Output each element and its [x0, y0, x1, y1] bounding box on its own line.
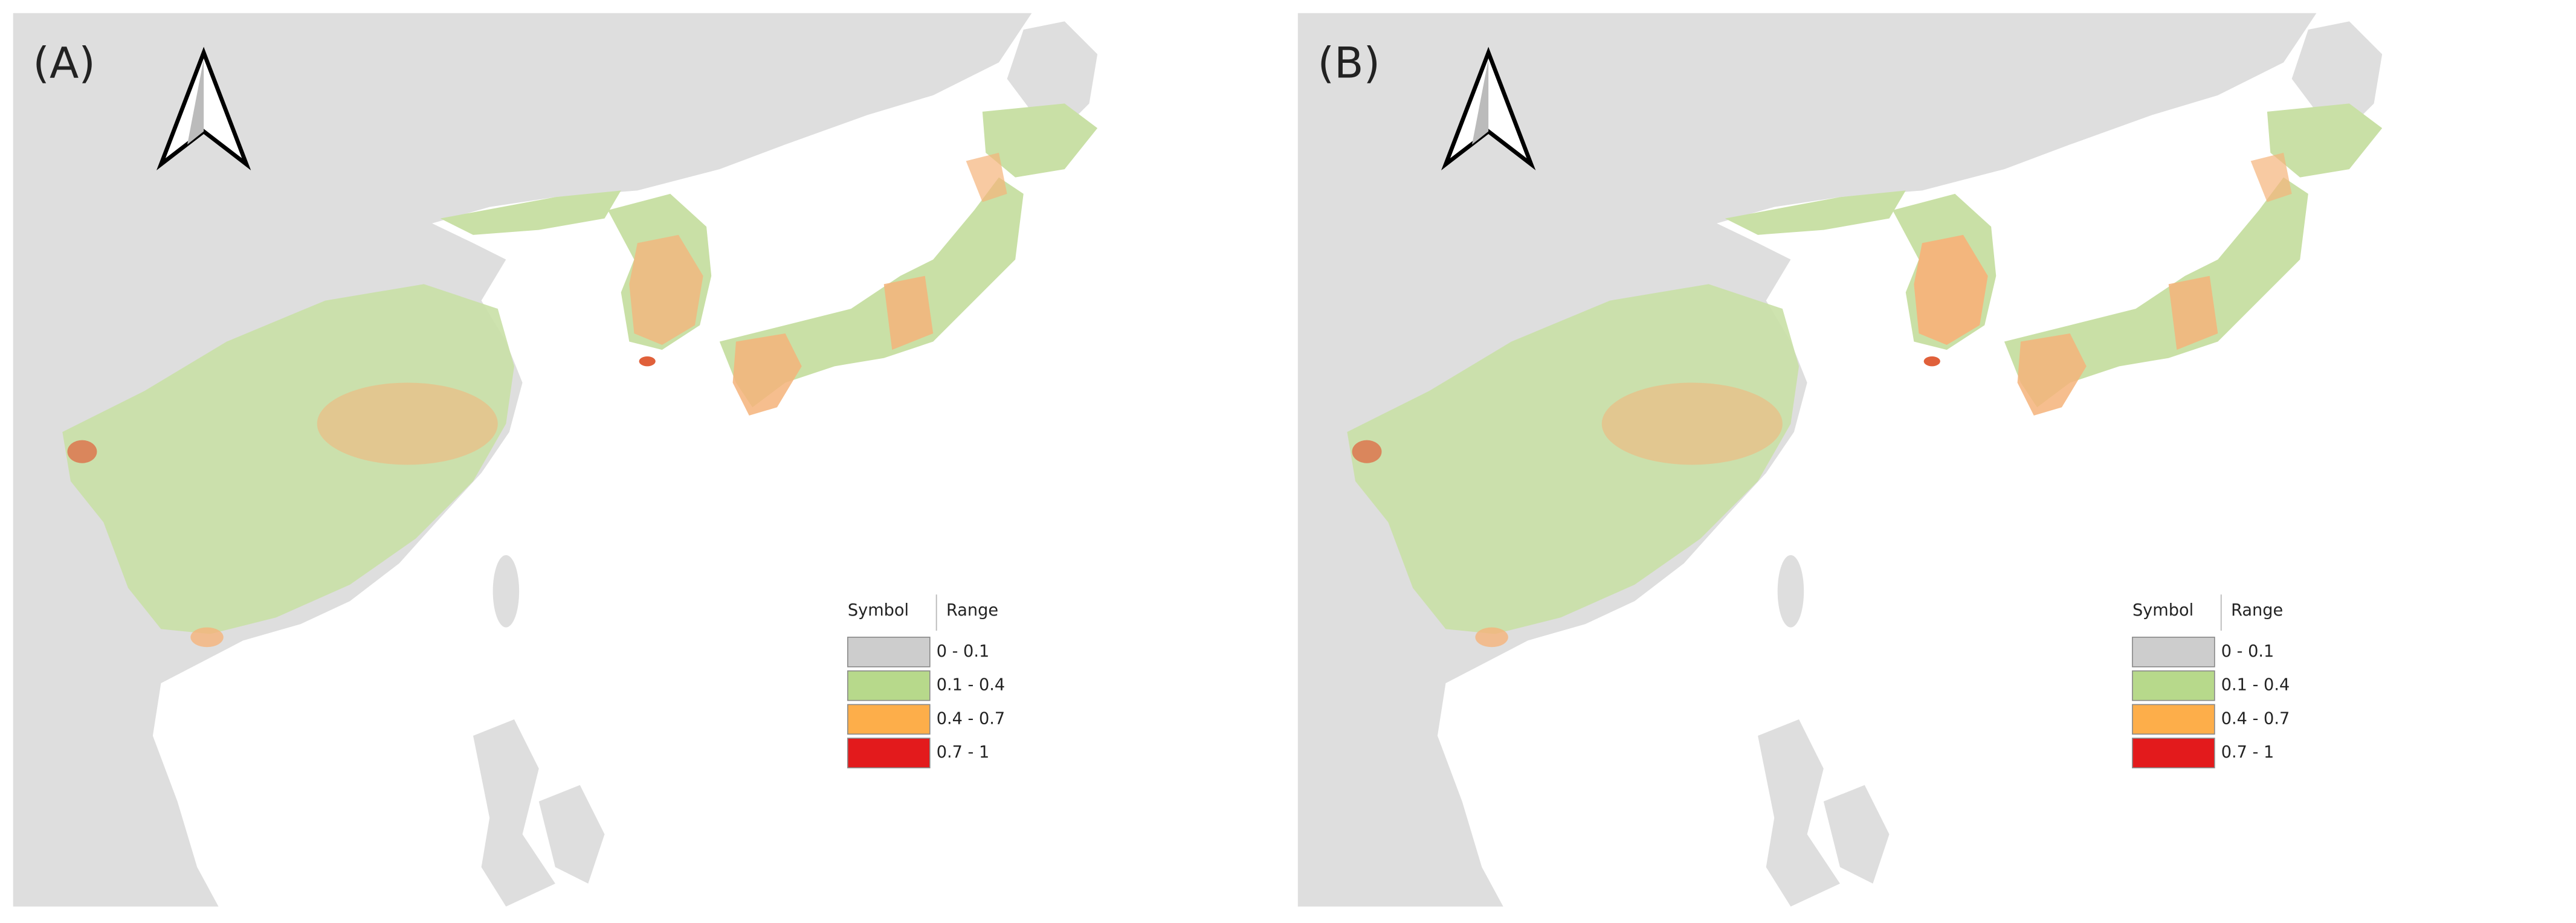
- legend-label: 0.1 - 0.4: [937, 676, 1006, 695]
- legend-swatch: [2132, 738, 2215, 768]
- legend: Symbol Range 0 - 0.1 0.1 - 0.4 0.4 - 0.7 0.7 …: [838, 591, 1035, 769]
- north-arrow-half: [187, 59, 204, 145]
- suitability-area: [1347, 284, 1800, 634]
- landmass: [1007, 21, 1098, 129]
- legend-swatch: [847, 704, 931, 735]
- suitability-area: [440, 190, 621, 235]
- legend-swatch: [847, 637, 931, 667]
- north-arrow-half: [1472, 59, 1489, 145]
- map-panel: (B) Symbol Range 0 - 0.1 0.1 - 0.4 0.4 - 0.7 0…: [1297, 13, 2558, 907]
- suitability-area: [1352, 440, 1382, 463]
- suitability-area: [2004, 177, 2308, 408]
- legend-label: 0 - 0.1: [2221, 642, 2274, 661]
- landmass: [538, 785, 605, 884]
- suitability-area: [2250, 152, 2292, 202]
- landmass: [2291, 21, 2383, 129]
- legend-label: 0.7 - 1: [2221, 743, 2274, 762]
- legend-header: Range: [2231, 601, 2283, 620]
- suitability-area: [1601, 382, 1783, 465]
- legend-swatch: [847, 738, 931, 768]
- legend-swatch: [2132, 637, 2215, 667]
- panel-label: (B): [1317, 37, 1380, 88]
- suitability-area: [2017, 333, 2087, 416]
- suitability-area: [732, 333, 802, 416]
- landmass: [1758, 719, 1840, 907]
- legend: Symbol Range 0 - 0.1 0.1 - 0.4 0.4 - 0.7 0.7 …: [2122, 591, 2320, 769]
- suitability-area: [1923, 356, 1940, 367]
- landmass: [1297, 13, 2317, 907]
- suitability-area: [67, 440, 97, 463]
- suitability-area: [190, 627, 224, 648]
- legend-label: 0.7 - 1: [937, 743, 990, 762]
- legend-swatch: [847, 670, 931, 701]
- suitability-area: [629, 234, 703, 345]
- suitability-area: [966, 152, 1007, 202]
- suitability-area: [317, 382, 498, 465]
- island: [1777, 555, 1804, 628]
- suitability-area: [883, 275, 934, 350]
- panel-label: (A): [33, 37, 95, 88]
- legend-label: 0 - 0.1: [937, 642, 990, 661]
- suitability-area: [1914, 234, 1988, 345]
- map-panel: (A) Symbol Range 0 - 0.1 0.1 - 0.4 0.4 - 0.7 0…: [13, 13, 1274, 907]
- legend-label: 0.4 - 0.7: [937, 709, 1006, 728]
- landmass: [13, 13, 1032, 907]
- island: [492, 555, 520, 628]
- legend-label: 0.1 - 0.4: [2221, 676, 2290, 695]
- suitability-area: [1725, 190, 1906, 235]
- landmass: [1823, 785, 1890, 884]
- legend-header: Symbol: [848, 601, 909, 620]
- suitability-area: [639, 356, 656, 367]
- suitability-area: [982, 103, 1098, 178]
- suitability-area: [2267, 103, 2383, 178]
- legend-swatch: [2132, 704, 2215, 735]
- landmass: [473, 719, 555, 907]
- legend-header: Range: [946, 601, 998, 620]
- legend-swatch: [2132, 670, 2215, 701]
- legend-label: 0.4 - 0.7: [2221, 709, 2290, 728]
- suitability-area: [719, 177, 1024, 408]
- legend-header: Symbol: [2132, 601, 2193, 620]
- suitability-area: [1475, 627, 1508, 648]
- suitability-area: [62, 284, 514, 634]
- suitability-area: [2168, 275, 2218, 350]
